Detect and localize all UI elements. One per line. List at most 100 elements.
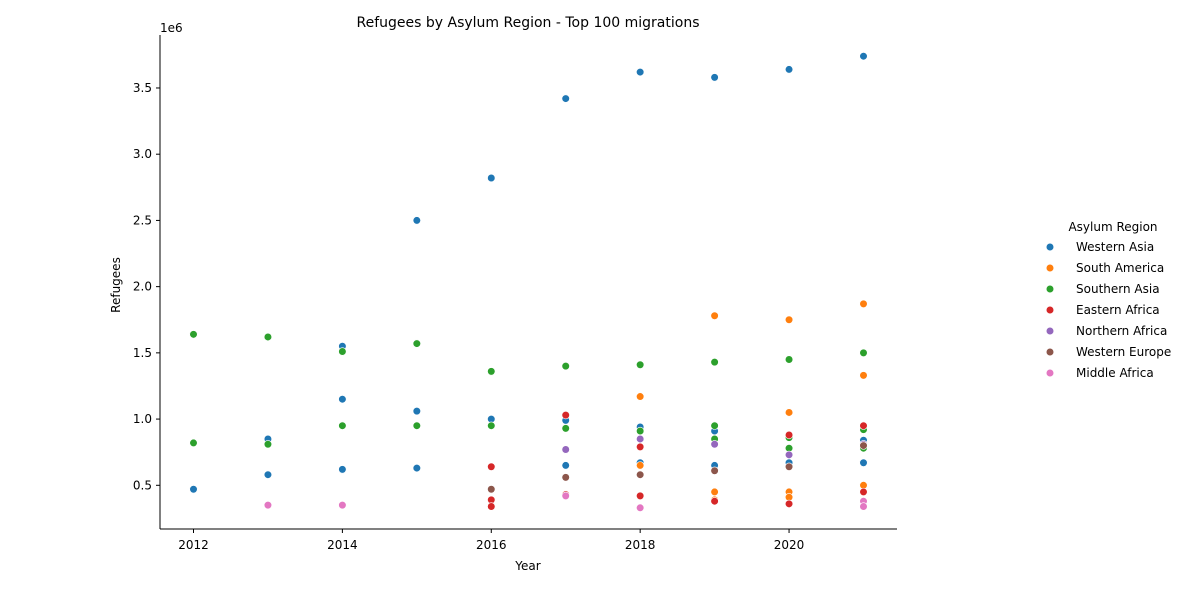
point-south-america (636, 461, 645, 470)
x-axis-ticks: 2012 2014 2016 2018 2020 (178, 529, 804, 552)
point-southern-asia (636, 426, 645, 436)
point-southern-asia (710, 358, 719, 367)
point-western-europe (859, 441, 868, 450)
chart-title: Refugees by Asylum Region - Top 100 migr… (357, 15, 700, 31)
point-western-asia (784, 65, 794, 74)
point-southern-asia (561, 424, 570, 433)
plot-area (189, 52, 868, 512)
legend-marker (1045, 305, 1055, 315)
y-tick-label: 1.5 (133, 346, 152, 360)
point-middle-africa (859, 502, 868, 511)
y-axis-ticks: 0.5 1.0 1.5 2.0 2.5 3.0 3.5 (133, 81, 160, 492)
legend-label: Southern Asia (1076, 282, 1160, 296)
point-northern-africa (710, 440, 719, 449)
legend-marker (1045, 347, 1055, 357)
point-western-asia (710, 73, 719, 82)
point-western-asia (859, 52, 868, 61)
point-western-europe (636, 470, 645, 479)
point-western-asia (189, 485, 198, 494)
point-eastern-africa (561, 411, 570, 420)
x-axis-label: Year (514, 559, 540, 573)
point-south-america (784, 408, 794, 417)
point-south-america (636, 392, 645, 401)
legend-label: Eastern Africa (1076, 303, 1160, 317)
x-tick-label: 2020 (774, 538, 805, 552)
point-western-asia (859, 458, 868, 467)
point-southern-asia (710, 421, 719, 430)
y-tick-label: 2.0 (133, 280, 152, 294)
point-western-europe (561, 473, 570, 482)
legend-label: Northern Africa (1076, 324, 1167, 338)
x-tick-label: 2012 (178, 538, 209, 552)
point-western-asia (338, 395, 347, 404)
legend-marker (1045, 263, 1055, 273)
point-western-europe (487, 485, 496, 494)
y-tick-label: 2.5 (133, 213, 152, 227)
point-middle-africa (561, 491, 570, 500)
y-tick-label: 1.0 (133, 412, 152, 426)
point-eastern-africa (487, 462, 496, 471)
x-tick-label: 2016 (476, 538, 507, 552)
point-western-asia (487, 173, 496, 183)
point-northern-africa (561, 445, 570, 454)
y-tick-label: 3.5 (133, 81, 152, 95)
point-eastern-africa (859, 421, 868, 430)
legend: Asylum Region Western Asia South America S… (1045, 220, 1171, 380)
point-south-america (784, 315, 794, 324)
legend-marker (1045, 368, 1055, 378)
point-southern-asia (561, 361, 570, 371)
x-tick-label: 2018 (625, 538, 656, 552)
point-eastern-africa (784, 430, 794, 440)
point-southern-asia (338, 347, 347, 356)
y-tick-label: 3.0 (133, 147, 152, 161)
point-southern-asia (487, 367, 496, 376)
point-middle-africa (636, 503, 645, 512)
point-northern-africa (784, 450, 794, 459)
point-south-america (710, 311, 719, 320)
point-western-europe (710, 466, 719, 475)
point-western-asia (412, 463, 421, 473)
point-western-asia (636, 67, 645, 77)
point-eastern-africa (710, 497, 719, 506)
legend-marker (1045, 326, 1055, 336)
point-western-asia (263, 470, 273, 479)
point-southern-asia (487, 421, 496, 430)
point-southern-asia (412, 339, 421, 348)
point-eastern-africa (636, 442, 645, 451)
point-southern-asia (412, 421, 421, 430)
point-middle-africa (263, 501, 273, 510)
legend-marker (1045, 284, 1055, 294)
point-southern-asia (859, 348, 868, 357)
point-southern-asia (784, 355, 794, 364)
point-southern-asia (189, 438, 198, 448)
point-eastern-africa (636, 491, 645, 500)
point-southern-asia (263, 332, 273, 342)
point-southern-asia (338, 421, 347, 430)
point-southern-asia (189, 330, 198, 339)
point-eastern-africa (784, 499, 794, 508)
point-south-america (859, 299, 868, 308)
point-eastern-africa (487, 502, 496, 511)
y-axis-offset-text: 1e6 (160, 21, 183, 35)
point-western-asia (338, 465, 347, 474)
legend-label: South America (1076, 261, 1164, 275)
point-southern-asia (636, 360, 645, 369)
point-southern-asia (263, 440, 273, 449)
x-tick-label: 2014 (327, 538, 358, 552)
y-tick-label: 0.5 (133, 478, 152, 492)
point-western-asia (412, 407, 421, 416)
y-axis-label: Refugees (109, 257, 123, 313)
point-eastern-africa (859, 487, 868, 497)
point-western-europe (784, 462, 794, 471)
legend-label: Middle Africa (1076, 366, 1154, 380)
point-south-america (710, 487, 719, 497)
point-northern-africa (636, 434, 645, 444)
point-middle-africa (338, 501, 347, 510)
point-western-asia (561, 461, 570, 470)
point-south-america (859, 371, 868, 380)
legend-label: Western Asia (1076, 240, 1154, 254)
legend-label: Western Europe (1076, 345, 1171, 359)
point-western-asia (561, 94, 570, 103)
legend-marker (1045, 242, 1055, 252)
